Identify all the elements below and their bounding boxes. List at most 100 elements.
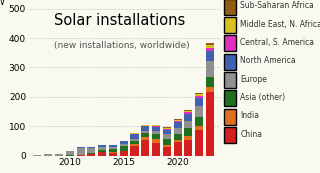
Bar [195, 130, 203, 156]
Text: Europe: Europe [240, 75, 267, 84]
FancyBboxPatch shape [224, 72, 236, 88]
Bar [131, 133, 139, 134]
Bar [195, 117, 203, 126]
Bar [141, 137, 149, 140]
Text: Solar installations: Solar installations [54, 13, 185, 28]
Text: (new installations, worldwide): (new installations, worldwide) [54, 41, 189, 50]
Text: India: India [240, 111, 259, 120]
Bar [120, 146, 128, 151]
Bar [109, 145, 117, 147]
Bar [141, 125, 149, 126]
Bar [152, 125, 160, 126]
Text: Asia (other): Asia (other) [240, 93, 285, 102]
Bar [76, 155, 84, 156]
Bar [152, 126, 160, 127]
Bar [120, 141, 128, 144]
FancyBboxPatch shape [224, 17, 236, 33]
Bar [152, 127, 160, 131]
Bar [163, 147, 171, 156]
Bar [163, 127, 171, 128]
Bar [152, 139, 160, 143]
Bar [184, 136, 193, 140]
Bar [174, 121, 182, 122]
Bar [76, 147, 84, 148]
Text: Middle East, N. Africa: Middle East, N. Africa [240, 20, 320, 29]
Bar [184, 111, 193, 112]
Bar [66, 151, 74, 155]
Bar [195, 93, 203, 94]
Bar [195, 96, 203, 98]
Bar [174, 134, 182, 140]
Text: Central, S. America: Central, S. America [240, 38, 314, 47]
Bar [141, 126, 149, 131]
Bar [131, 134, 139, 139]
Text: GW: GW [0, 0, 6, 7]
Bar [141, 133, 149, 137]
Bar [174, 128, 182, 134]
Bar [109, 147, 117, 149]
Bar [195, 98, 203, 106]
Bar [98, 147, 106, 150]
Bar [120, 144, 128, 146]
Bar [44, 154, 52, 156]
Bar [87, 147, 95, 148]
Bar [184, 128, 193, 136]
Bar [206, 61, 214, 77]
Bar [163, 139, 171, 145]
Bar [152, 143, 160, 156]
Bar [163, 145, 171, 147]
Bar [163, 129, 171, 130]
FancyBboxPatch shape [224, 109, 236, 125]
Bar [141, 140, 149, 156]
Bar [87, 154, 95, 156]
Bar [184, 110, 193, 111]
Bar [131, 144, 139, 146]
FancyBboxPatch shape [224, 54, 236, 70]
Bar [206, 77, 214, 88]
Bar [184, 121, 193, 128]
Bar [152, 134, 160, 139]
Bar [55, 154, 63, 156]
Bar [174, 142, 182, 156]
Bar [206, 51, 214, 61]
Bar [76, 148, 84, 155]
Bar [109, 149, 117, 152]
Bar [206, 48, 214, 51]
Bar [131, 139, 139, 141]
Bar [184, 112, 193, 114]
Bar [98, 145, 106, 147]
Bar [206, 43, 214, 45]
Bar [131, 141, 139, 144]
Bar [174, 120, 182, 121]
Bar [174, 140, 182, 142]
Bar [66, 155, 74, 156]
Text: Sub-Saharan Africa: Sub-Saharan Africa [240, 2, 314, 11]
Bar [184, 140, 193, 156]
Bar [195, 94, 203, 96]
Bar [109, 152, 117, 153]
Bar [174, 119, 182, 120]
Bar [109, 153, 117, 156]
FancyBboxPatch shape [224, 35, 236, 51]
Bar [33, 155, 42, 156]
Bar [206, 88, 214, 92]
Text: North America: North America [240, 56, 296, 65]
Text: China: China [240, 130, 262, 139]
Bar [195, 126, 203, 130]
Bar [87, 148, 95, 153]
Bar [163, 130, 171, 134]
Bar [152, 131, 160, 134]
Bar [163, 134, 171, 139]
Bar [206, 45, 214, 48]
Bar [131, 146, 139, 156]
Bar [120, 151, 128, 156]
Bar [87, 153, 95, 154]
Bar [206, 92, 214, 156]
Bar [163, 128, 171, 129]
Bar [98, 152, 106, 156]
FancyBboxPatch shape [224, 90, 236, 106]
FancyBboxPatch shape [224, 127, 236, 143]
Bar [141, 131, 149, 133]
FancyBboxPatch shape [224, 0, 236, 15]
Bar [98, 150, 106, 152]
